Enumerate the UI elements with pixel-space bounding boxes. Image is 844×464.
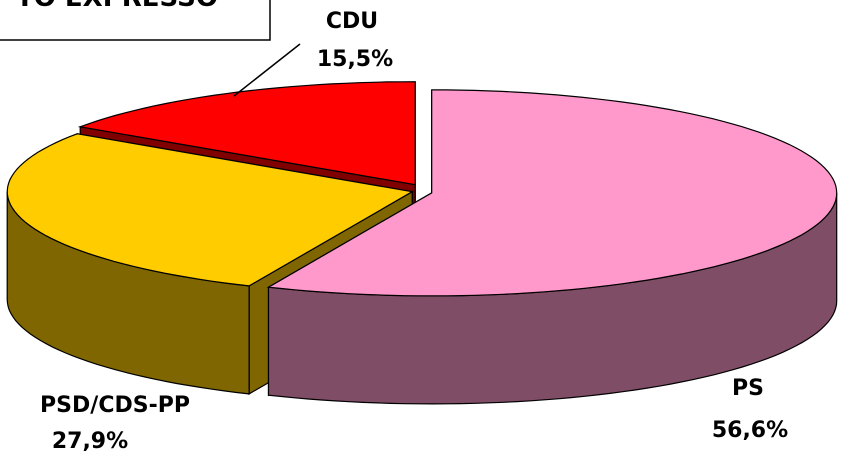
pie xyxy=(6,81,838,405)
value-label: 56,6% xyxy=(712,418,788,443)
category-label: PSD/CDS-PP xyxy=(40,393,190,418)
slice xyxy=(266,89,838,297)
chart-title: TO EXPRESSO xyxy=(16,0,218,13)
leader-line xyxy=(233,43,301,97)
category-label: CDU xyxy=(326,9,378,34)
value-label: 15,5% xyxy=(317,47,393,72)
value-label: 27,9% xyxy=(52,429,128,454)
category-label: PS xyxy=(732,376,764,401)
title-box xyxy=(0,0,271,41)
slice xyxy=(6,133,414,287)
slice xyxy=(77,81,416,186)
